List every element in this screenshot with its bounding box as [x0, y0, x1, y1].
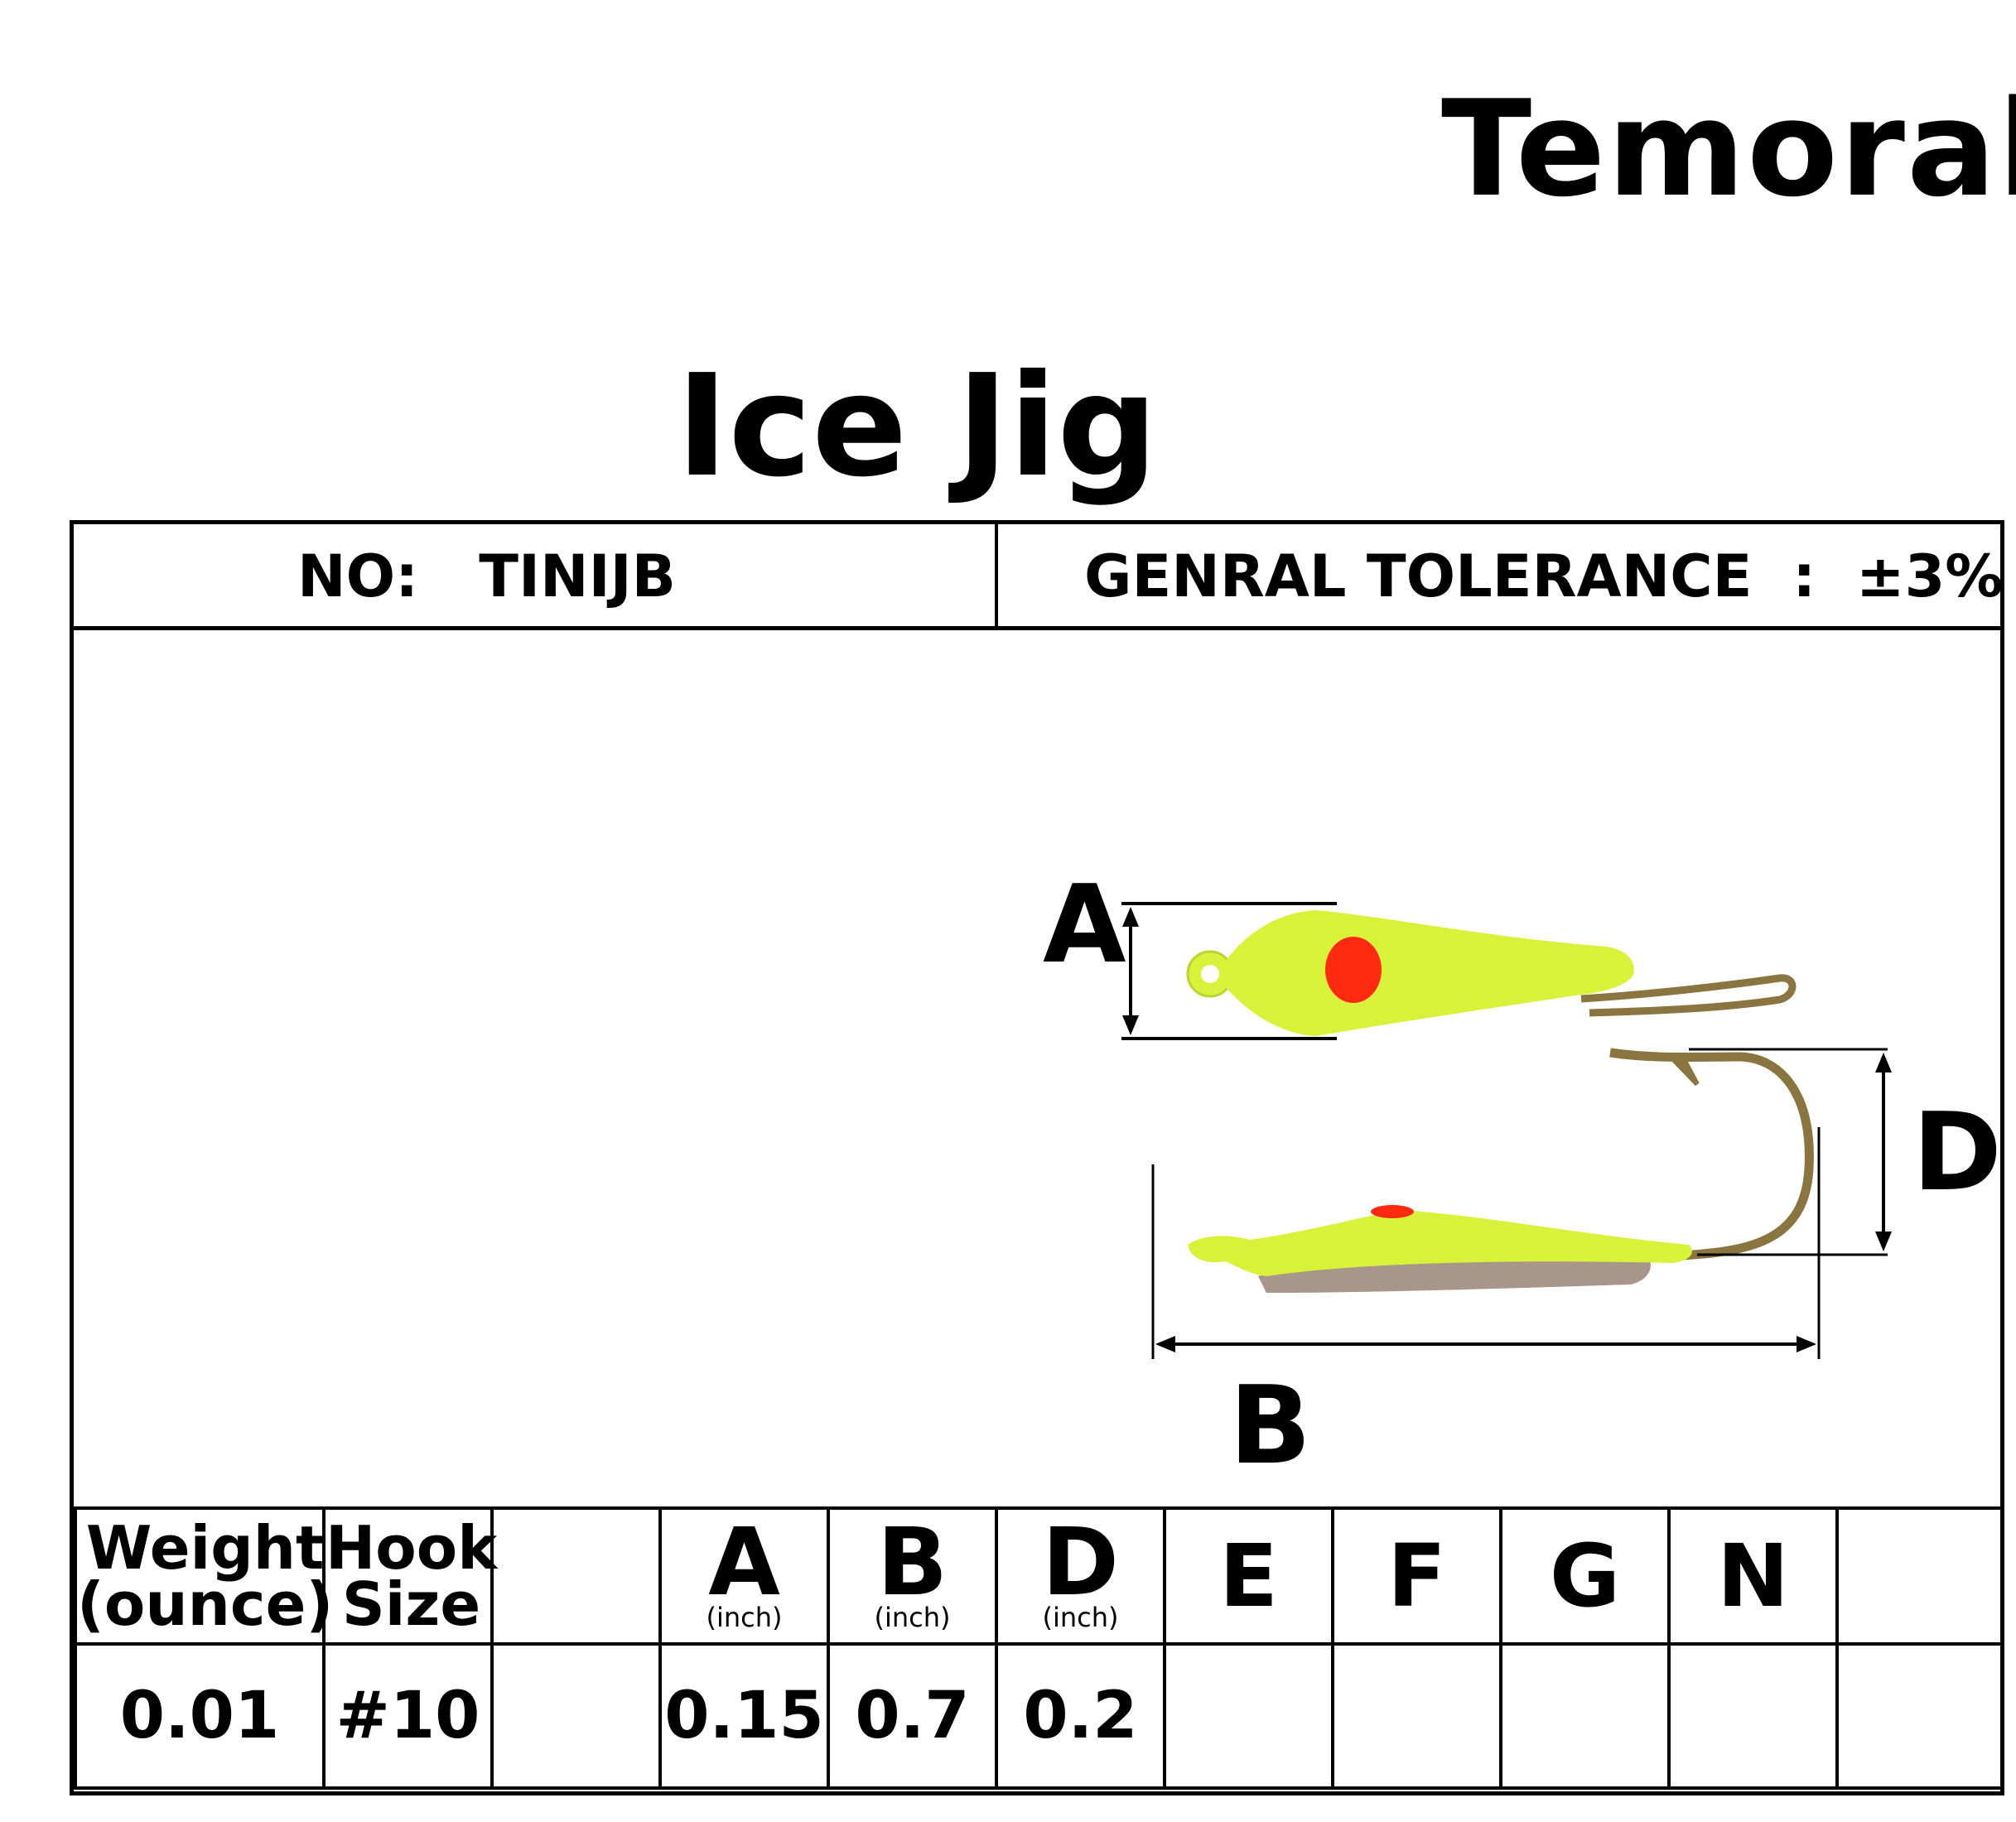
- general-tolerance: GENRAL TOLERANCE : ±3%: [1084, 542, 2003, 610]
- dimension-a-label: A: [1043, 861, 1126, 987]
- line-tie-hole: [1201, 965, 1219, 983]
- header-blank: [490, 1506, 662, 1646]
- header-g: G: [1499, 1506, 1671, 1646]
- header-weight: Weight (ounce): [74, 1506, 333, 1646]
- side-view-body: [1188, 1210, 1692, 1276]
- value-hook-size: #10: [322, 1642, 494, 1790]
- header-a-unit: (inch): [706, 1602, 783, 1634]
- header-weight-line2: (ounce): [77, 1569, 334, 1639]
- tolerance-value: ±3%: [1855, 542, 2004, 610]
- dim-a-arrowhead-top: [1122, 907, 1139, 927]
- header-f: F: [1331, 1506, 1502, 1646]
- hook-barb: [1671, 1058, 1700, 1087]
- header-d: D (inch): [995, 1506, 1166, 1646]
- specs-header-row: Weight (ounce) Hook Size A (inch) B (inch) D…: [74, 1506, 2004, 1646]
- tolerance-label: GENRAL TOLERANCE: [1084, 542, 1753, 610]
- value-b: 0.7: [827, 1642, 998, 1790]
- dimension-d: [1689, 1048, 1892, 1256]
- dimension-b: [1151, 1127, 1821, 1359]
- value-g: [1499, 1642, 1671, 1790]
- value-f: [1331, 1642, 1502, 1790]
- dimension-b-label: B: [1229, 1362, 1312, 1488]
- header-a-letter: A: [708, 1508, 780, 1617]
- specs-table: Weight (ounce) Hook Size A (inch) B (inch) D…: [74, 1506, 2004, 1790]
- dim-a-arrowhead-bottom: [1122, 1015, 1139, 1035]
- value-e: [1163, 1642, 1334, 1790]
- header-d-unit: (inch): [1042, 1602, 1119, 1634]
- header-divider: [995, 524, 998, 626]
- header-hook-line1: Hook: [326, 1512, 498, 1583]
- value-blank: [490, 1642, 662, 1790]
- spec-header-row: NO: TINIJB GENRAL TOLERANCE : ±3%: [74, 524, 2003, 630]
- header-b-letter: B: [876, 1508, 948, 1617]
- tolerance-separator: :: [1792, 542, 1816, 610]
- brand-name: Temorah: [1441, 71, 2016, 226]
- side-eye-dot: [1371, 1205, 1414, 1218]
- dimension-a: [1121, 902, 1337, 1040]
- jig-side-view: [1188, 1048, 1814, 1293]
- header-a: A (inch): [658, 1506, 830, 1646]
- page-title: Ice Jig: [676, 345, 1158, 509]
- dim-d-arrowhead-top: [1875, 1053, 1892, 1072]
- jig-diagram: [1121, 902, 1892, 1359]
- jig-eye-dot: [1325, 937, 1382, 1003]
- product-number-label: NO:: [297, 542, 419, 610]
- value-n: [1667, 1642, 1839, 1790]
- dimension-d-label: D: [1912, 1089, 2002, 1215]
- header-d-letter: D: [1042, 1508, 1119, 1617]
- header-n: N: [1667, 1506, 1839, 1646]
- side-view-hook: [1609, 1048, 1814, 1260]
- value-weight: 0.01: [74, 1642, 326, 1790]
- dim-b-arrowhead-right: [1797, 1336, 1816, 1352]
- value-d: 0.2: [995, 1642, 1166, 1790]
- header-e: E: [1163, 1506, 1334, 1646]
- header-hook-line2: Size: [341, 1569, 481, 1639]
- specs-value-row: 0.01 #10 0.15 0.7 0.2: [74, 1642, 2004, 1790]
- top-view-hook: [1580, 974, 1797, 1017]
- header-b-unit: (inch): [874, 1602, 951, 1634]
- value-a: 0.15: [658, 1642, 830, 1790]
- spec-sheet-frame: NO: TINIJB GENRAL TOLERANCE : ±3%: [70, 520, 2004, 1795]
- value-last: [1835, 1642, 2004, 1790]
- header-hook-size: Hook Size: [322, 1506, 497, 1646]
- jig-drawing-area: A B D: [74, 630, 2002, 1506]
- header-b: B (inch): [827, 1506, 998, 1646]
- header-weight-line1: Weight: [85, 1512, 325, 1583]
- dim-b-arrowhead-left: [1155, 1336, 1175, 1352]
- product-number: NO: TINIJB: [297, 542, 676, 610]
- header-last: [1835, 1506, 2004, 1646]
- jig-top-view: [1186, 910, 1797, 1036]
- dim-d-arrowhead-bottom: [1875, 1232, 1892, 1251]
- product-number-value: TINIJB: [479, 542, 677, 610]
- top-view-body: [1225, 910, 1634, 1036]
